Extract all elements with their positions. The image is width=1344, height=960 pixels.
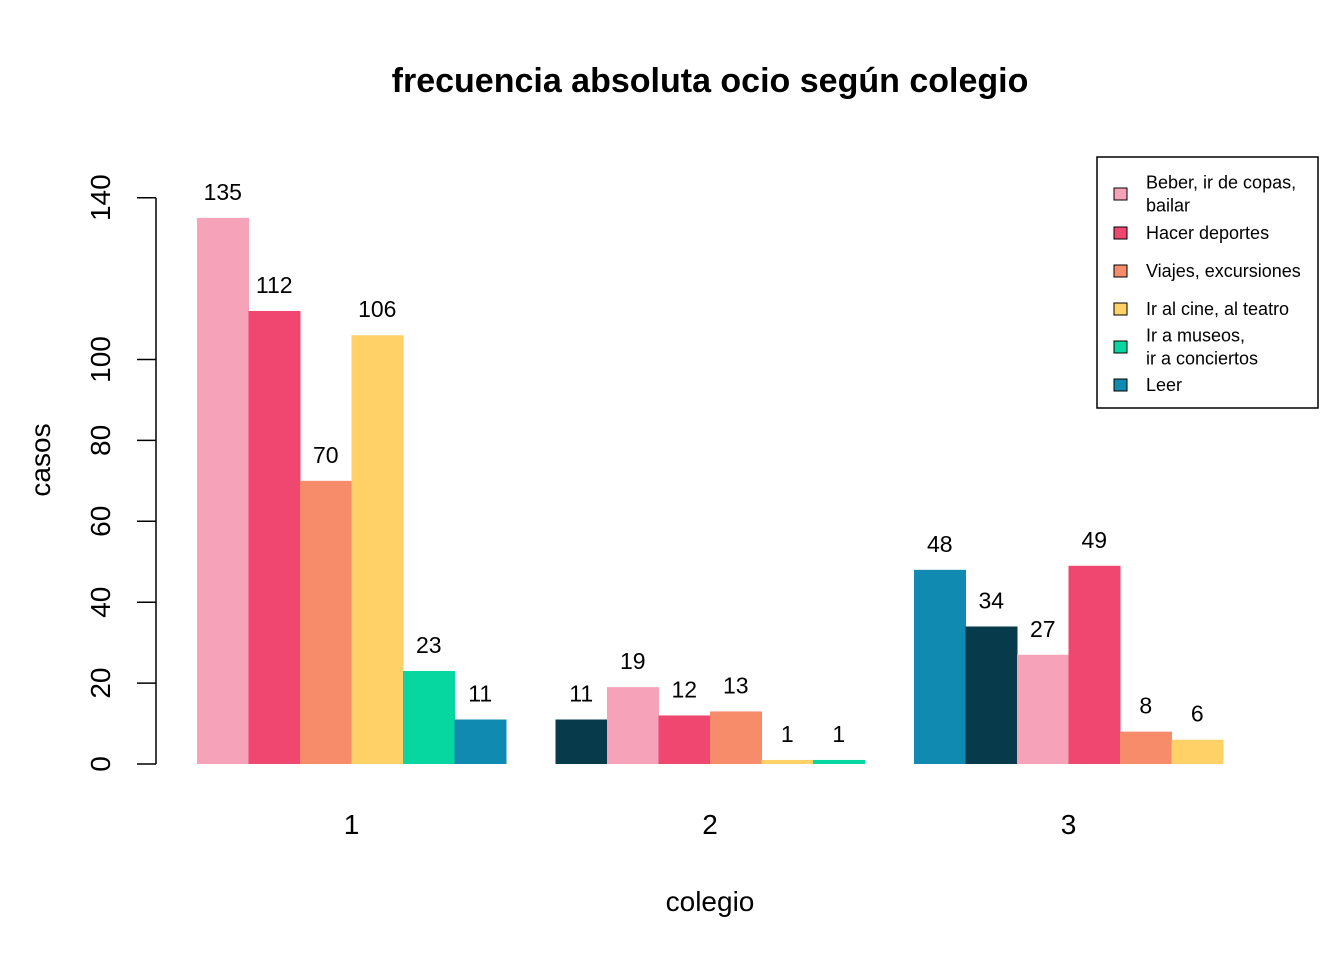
bar-value-label: 8 <box>1139 693 1152 719</box>
x-category-label: 2 <box>702 809 718 840</box>
bar <box>1068 565 1121 764</box>
bar-value-label: 27 <box>1030 616 1056 642</box>
bar <box>914 569 966 764</box>
bar <box>300 480 352 764</box>
legend-label: Leer <box>1146 375 1182 395</box>
bar <box>1017 654 1069 764</box>
bar-value-label: 34 <box>978 587 1004 613</box>
bar-value-label: 11 <box>468 681 492 707</box>
bar-value-label: 12 <box>671 676 697 702</box>
bar <box>965 626 1018 764</box>
bar <box>197 217 249 765</box>
legend-swatch <box>1113 226 1128 240</box>
bar-value-label: 49 <box>1081 527 1107 553</box>
bar-value-label: 11 <box>569 681 593 707</box>
bar-value-label: 19 <box>620 648 646 674</box>
bar <box>658 715 711 764</box>
y-tick-label: 100 <box>85 336 116 383</box>
bar-value-label: 1 <box>832 721 845 747</box>
legend-label: ir a conciertos <box>1146 349 1258 369</box>
legend: Beber, ir de copas, bailar Hacer deportes V… <box>1096 156 1319 409</box>
legend-swatch <box>1113 264 1128 278</box>
y-tick-label: 140 <box>85 174 116 221</box>
legend-swatch <box>1113 302 1128 316</box>
bar <box>403 670 455 764</box>
bar-value-label: 1 <box>781 721 794 747</box>
bar <box>454 719 507 764</box>
bar <box>761 759 814 764</box>
bar <box>710 711 762 764</box>
legend-box <box>1096 156 1319 409</box>
category-labels: 1 2 3 <box>344 809 1077 840</box>
y-axis-label: casos <box>25 423 56 496</box>
legend-swatch <box>1113 340 1128 354</box>
bar-value-label: 23 <box>416 632 442 658</box>
x-category-label: 3 <box>1061 809 1077 840</box>
y-tick-label: 60 <box>85 506 116 537</box>
legend-swatch <box>1113 187 1128 201</box>
legend-label: Viajes, excursiones <box>1146 261 1301 281</box>
bar-value-label: 112 <box>256 272 293 298</box>
bar-value-label: 70 <box>313 442 339 468</box>
bar <box>813 759 865 764</box>
bar-value-label: 6 <box>1191 701 1204 727</box>
y-tick-label: 80 <box>85 425 116 456</box>
legend-label: Beber, ir de copas, <box>1146 173 1296 193</box>
y-tick-label: 20 <box>85 668 116 699</box>
bar <box>248 310 301 764</box>
x-category-label: 1 <box>344 809 360 840</box>
bar-value-label: 135 <box>204 179 242 205</box>
legend-swatch <box>1113 378 1128 392</box>
bar <box>607 687 659 764</box>
legend-label: Ir a museos, <box>1146 326 1245 346</box>
y-tick-label: 40 <box>85 587 116 618</box>
legend-label: Ir al cine, al teatro <box>1146 299 1289 319</box>
y-axis: 0 20 40 60 80 100 140 <box>85 174 157 772</box>
chart-title: frecuencia absoluta ocio según colegio <box>392 62 1029 100</box>
y-tick-label: 0 <box>85 756 116 772</box>
bar-value-label: 13 <box>723 672 749 698</box>
bar <box>1171 739 1224 764</box>
bar <box>555 719 608 764</box>
x-axis-label: colegio <box>666 886 755 917</box>
legend-label: Hacer deportes <box>1146 223 1269 243</box>
bar <box>1120 731 1172 764</box>
legend-label: bailar <box>1146 196 1190 216</box>
bar-value-label: 106 <box>358 296 396 322</box>
bar <box>351 335 404 764</box>
bar-value-label: 48 <box>927 531 953 557</box>
